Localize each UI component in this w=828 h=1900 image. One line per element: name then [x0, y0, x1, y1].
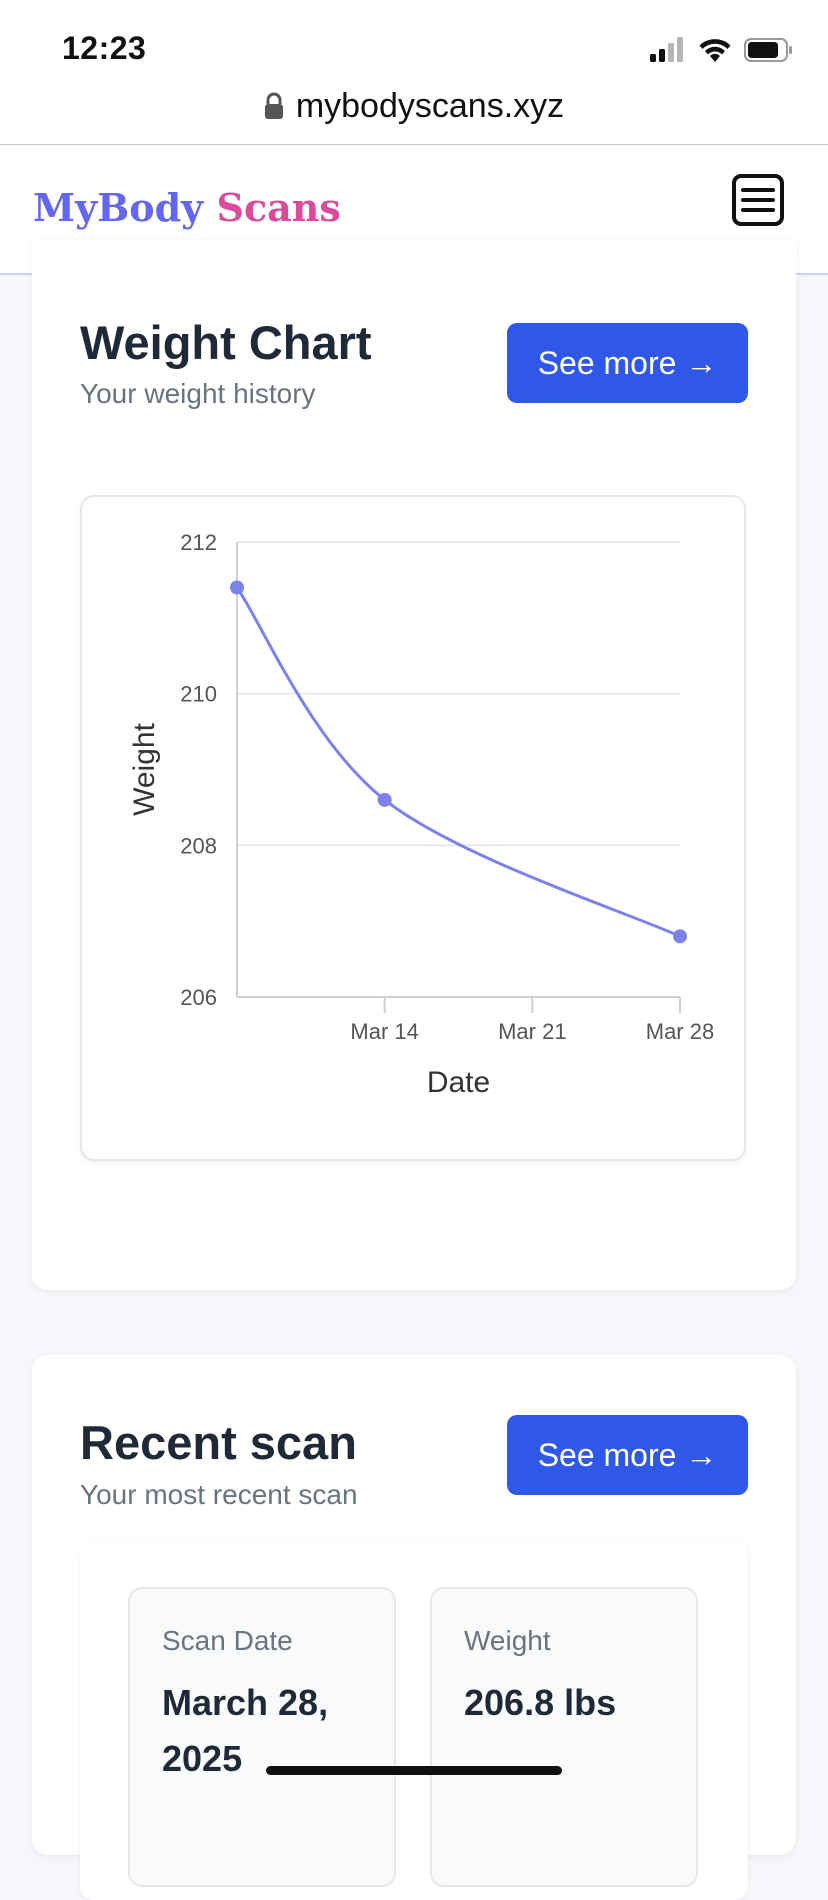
stat-value: March 28, 2025 [162, 1682, 329, 1779]
weight-series-line [235, 586, 681, 938]
stat-value: 206.8 lbs [464, 1682, 617, 1723]
url-text[interactable]: mybodyscans.xyz [295, 86, 565, 125]
see-more-scan-button[interactable]: See more → [507, 1415, 748, 1495]
weight-chart-card: Weight Chart Your weight history See mor… [32, 240, 796, 1290]
card-title: Recent scan [80, 1416, 357, 1469]
recent-scan-card: Recent scan Your most recent scan See mo… [32, 1355, 796, 1900]
x-tick-label: Mar 28 [646, 1019, 714, 1044]
status-icons [650, 36, 794, 64]
x-tick-label: Mar 14 [350, 1019, 418, 1044]
x-tick-label: Mar 21 [498, 1019, 566, 1044]
battery-icon [744, 38, 792, 62]
y-tick-label: 206 [180, 985, 217, 1010]
card-subtitle: Your most recent scan [80, 1479, 358, 1510]
data-point [230, 580, 244, 595]
data-point [673, 929, 687, 944]
stat-card-scan-date: Scan Date March 28, 2025 [128, 1587, 396, 1887]
y-tick-label: 208 [180, 833, 217, 858]
stat-card-weight: Weight 206.8 lbs [430, 1587, 698, 1887]
status-bar: 12:23 [0, 0, 828, 88]
stat-label: Scan Date [162, 1625, 293, 1656]
card-subtitle: Your weight history [80, 378, 316, 409]
y-tick-label: 210 [180, 682, 217, 707]
home-indicator [266, 1766, 562, 1775]
y-axis-label: Weight [128, 722, 161, 815]
weight-chart-container: 206 208 210 212 Mar 14 Mar 21 Mar 28 Date Weight [80, 495, 746, 1161]
weight-line-chart: 206 208 210 212 Mar 14 Mar 21 Mar 28 Date Weight [128, 530, 714, 1099]
stat-label: Weight [464, 1625, 551, 1656]
logo-part-2: Scans [216, 185, 341, 230]
hamburger-menu-icon[interactable] [732, 174, 784, 226]
status-time: 12:23 [62, 30, 147, 66]
wifi-icon [699, 39, 731, 62]
cellular-signal-icon [650, 37, 683, 62]
logo-part-1: MyBody [33, 185, 204, 230]
site-logo[interactable]: MyBody Scans [33, 185, 341, 230]
scan-summary-panel: Scan Date March 28, 2025 Weight 206.8 lb… [80, 1540, 748, 1900]
see-more-weight-button[interactable]: See more → [507, 323, 748, 403]
lock-icon [264, 92, 283, 119]
x-axis-label: Date [427, 1066, 490, 1099]
card-title: Weight Chart [80, 316, 372, 369]
data-point [377, 792, 392, 807]
browser-url-bar[interactable]: mybodyscans.xyz [0, 86, 828, 145]
y-tick-label: 212 [180, 530, 217, 555]
